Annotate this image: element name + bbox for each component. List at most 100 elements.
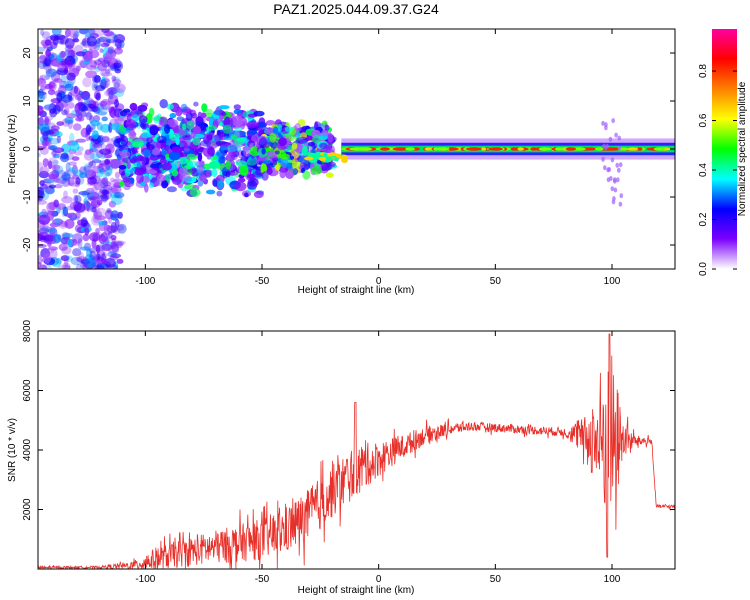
spectrogram-cell	[265, 120, 276, 126]
spectrogram-cell	[106, 38, 111, 43]
spectrogram-cell	[114, 171, 120, 179]
spectrogram-cell	[169, 112, 177, 119]
spectrogram-cell	[258, 137, 268, 149]
spectrogram-cell	[88, 232, 101, 242]
spectrogram-cell	[38, 105, 44, 116]
spectrogram-cell	[186, 120, 195, 130]
spectrogram-cell	[38, 116, 44, 126]
snr-y-tick-label: 4000	[22, 438, 33, 461]
spectrogram-cell	[52, 234, 62, 243]
snr-x-tick-label: -50	[255, 574, 270, 585]
spectrogram-cell	[96, 199, 103, 206]
spectrogram-cell	[81, 51, 94, 62]
spectrogram-cell	[132, 141, 144, 148]
spectrogram-cell	[488, 147, 503, 151]
spectrogram-cell	[143, 149, 151, 157]
spectrogram-cell	[565, 147, 577, 151]
spectrogram-cell	[110, 122, 121, 131]
spectrogram-cell	[45, 68, 57, 77]
spectrogram-cell	[70, 256, 83, 266]
spectrogram-cell	[83, 59, 91, 65]
spectrogram-cell	[67, 212, 77, 219]
spectrogram-cell	[603, 165, 607, 171]
spectrogram-cell	[44, 39, 52, 46]
spectrogram-cell	[238, 131, 247, 136]
spectrogram-cell	[110, 241, 116, 250]
spectrogram-cell	[95, 92, 101, 101]
spectrogram-cell	[611, 199, 616, 205]
spectrogram-cell	[62, 233, 74, 239]
spectrogram-cell	[50, 60, 62, 67]
spectrogram-cell	[91, 206, 97, 213]
spectrogram-cell	[246, 158, 258, 166]
spectrogram-cell	[39, 75, 44, 84]
spectrogram-cell	[233, 104, 241, 110]
spectrogram-cell	[180, 186, 189, 192]
spectrogram-cell	[158, 116, 168, 126]
spectrogram-cell	[329, 152, 337, 157]
spectrogram-cell	[85, 111, 93, 121]
spectrogram-cell	[72, 38, 80, 43]
spectrogram-cell	[302, 145, 308, 157]
spectrogram-cell	[38, 141, 42, 147]
spectrogram-cell	[653, 147, 667, 151]
spectrogram-cell	[61, 262, 71, 269]
spectrogram-cell	[63, 256, 69, 267]
spectrogram-cell	[44, 116, 49, 126]
spectrogram-cell	[277, 123, 282, 133]
spectrogram-cell	[201, 103, 208, 113]
spectrogram-cell	[38, 55, 48, 64]
colorbar-tick-label: 0.0	[698, 262, 709, 276]
spectrogram-cell	[87, 176, 97, 185]
spectrogram-cell	[166, 118, 178, 128]
spectrogram-cell	[246, 120, 257, 129]
spectrogram-cell	[323, 153, 328, 157]
spectrogram-cell	[129, 102, 138, 111]
spectrogram-cell	[324, 124, 330, 131]
spectrogram-cell	[95, 244, 100, 254]
spectrogram-cell	[617, 167, 621, 173]
spectrogram-cell	[379, 147, 390, 151]
spectrogram-cell	[291, 142, 298, 150]
spectrogram-cell	[608, 136, 613, 142]
spectrogram-cell	[93, 195, 100, 200]
spectrogram-cell	[278, 137, 287, 147]
spectrogram-cell	[78, 191, 90, 196]
spectrogram-cell	[72, 233, 83, 244]
spectrogram-cell	[272, 126, 279, 135]
spectrogram-cell	[97, 105, 108, 116]
spectrogram-cell	[225, 170, 231, 178]
spectrogram-cell	[179, 152, 188, 158]
spectrogram-cell	[325, 172, 334, 178]
spectrogram-cell	[93, 211, 99, 217]
spectrogram-cell	[123, 165, 136, 175]
snr-y-tick-label: 2000	[22, 498, 33, 521]
spectrogram-cell	[95, 38, 101, 44]
spectrogram-cell	[80, 217, 88, 228]
spectrogram-cell	[198, 165, 204, 174]
spectrogram-x-tick-label: 50	[490, 276, 502, 287]
spectrogram-cell	[84, 163, 91, 174]
spectrogram-cell	[246, 180, 258, 190]
colorbar: 0.0 0.2 0.4 0.6 0.8 Normalized spectral ampl…	[698, 29, 748, 276]
spectrogram-cell	[38, 200, 48, 205]
spectrogram-cell	[235, 160, 248, 167]
spectrogram-cell	[67, 91, 72, 101]
spectrogram-cell	[48, 122, 56, 129]
spectrogram-cell	[146, 141, 151, 149]
spectrogram-cell	[101, 72, 113, 77]
spectrogram-cell	[270, 140, 278, 149]
spectrogram-cell	[118, 165, 127, 170]
snr-data	[38, 333, 675, 569]
spectrogram-cell	[179, 173, 191, 182]
spectrogram-cell	[38, 254, 43, 266]
spectrogram-cell	[38, 170, 50, 179]
spectrogram-cell	[44, 57, 52, 67]
spectrogram-cell	[66, 102, 75, 109]
spectrogram-cell	[113, 47, 123, 55]
spectrogram-cell	[225, 160, 231, 170]
spectrogram-cell	[54, 178, 64, 184]
spectrogram-cell	[226, 153, 231, 161]
spectrogram-cell	[75, 51, 87, 57]
spectrogram-cell	[601, 156, 605, 162]
